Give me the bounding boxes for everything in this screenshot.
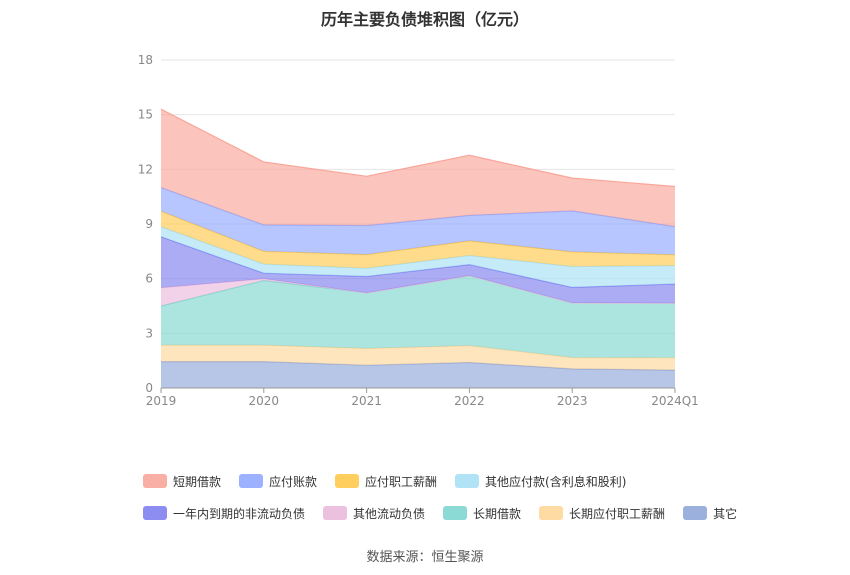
- legend-row: 一年内到期的非流动负债 其他流动负债 长期借款 长期应付职工薪酬 其它: [143, 504, 743, 522]
- legend-item[interactable]: 其他流动负债: [323, 504, 425, 522]
- legend-item[interactable]: 应付职工薪酬: [335, 472, 437, 490]
- legend-swatch: [143, 474, 167, 488]
- y-tick-label: 15: [138, 108, 153, 122]
- x-tick-label: 2023: [557, 394, 588, 408]
- x-tick-label: 2022: [454, 394, 485, 408]
- area-应付账款: [161, 187, 675, 255]
- area-其他应付款(含利息和股利): [161, 226, 675, 288]
- area-其他流动负债: [161, 275, 675, 306]
- y-tick-label: 0: [145, 381, 153, 395]
- y-tick-label: 9: [145, 217, 153, 231]
- area-短期借款: [161, 109, 675, 227]
- x-tick-label: 2019: [146, 394, 177, 408]
- x-tick-label: 2020: [249, 394, 280, 408]
- legend: 短期借款 应付账款 应付职工薪酬 其他应付款(含利息和股利) 一年内到期的非流动负债 其…: [143, 472, 743, 536]
- legend-label: 其他应付款(含利息和股利): [485, 474, 627, 489]
- legend-swatch: [143, 506, 167, 520]
- legend-swatch: [323, 506, 348, 520]
- area-一年内到期的非流动负债: [161, 236, 675, 304]
- x-tick-label: 2024Q1: [651, 394, 699, 408]
- legend-swatch: [455, 474, 480, 488]
- legend-swatch: [239, 474, 264, 488]
- y-tick-label: 12: [138, 162, 153, 176]
- legend-swatch: [539, 506, 564, 520]
- legend-label: 长期应付职工薪酬: [569, 506, 666, 521]
- legend-label: 其他流动负债: [353, 506, 426, 521]
- area-series: [160, 108, 676, 388]
- legend-swatch: [443, 506, 468, 520]
- legend-item[interactable]: 应付账款: [239, 472, 317, 490]
- area-edge-短期借款: [160, 108, 676, 188]
- area-长期应付职工薪酬: [161, 345, 675, 371]
- legend-label: 长期借款: [473, 506, 522, 521]
- legend-label: 短期借款: [173, 474, 222, 489]
- legend-label: 应付账款: [269, 474, 318, 489]
- legend-label: 一年内到期的非流动负债: [173, 506, 306, 521]
- legend-item[interactable]: 一年内到期的非流动负债: [143, 504, 305, 522]
- legend-item[interactable]: 其它: [683, 504, 737, 522]
- axes: 0 3 6 9 12 15 18 2019 2020 2021 2022 2023 2024Q1: [138, 53, 699, 408]
- data-source: 数据来源：恒生聚源: [366, 550, 484, 565]
- y-tick-label: 6: [145, 272, 153, 286]
- area-其它: [161, 361, 675, 388]
- chart-title: 历年主要负债堆积图（亿元）: [320, 10, 529, 29]
- legend-label: 应付职工薪酬: [365, 474, 438, 489]
- y-tick-label: 18: [138, 53, 153, 67]
- legend-item[interactable]: 长期应付职工薪酬: [539, 504, 665, 522]
- legend-item[interactable]: 短期借款: [143, 472, 221, 490]
- legend-item[interactable]: 长期借款: [443, 504, 521, 522]
- x-tick-label: 2021: [351, 394, 382, 408]
- legend-label: 其它: [713, 506, 738, 521]
- stacked-area-chart: 0 3 6 9 12 15 18 2019 2020 2021 2022 2023 2024Q1: [138, 53, 699, 408]
- area-应付职工薪酬: [161, 211, 675, 269]
- y-tick-label: 3: [145, 326, 153, 340]
- legend-item[interactable]: 其他应付款(含利息和股利): [455, 472, 626, 490]
- legend-row: 短期借款 应付账款 应付职工薪酬 其他应付款(含利息和股利): [143, 472, 743, 490]
- legend-swatch: [683, 506, 708, 520]
- legend-swatch: [335, 474, 360, 488]
